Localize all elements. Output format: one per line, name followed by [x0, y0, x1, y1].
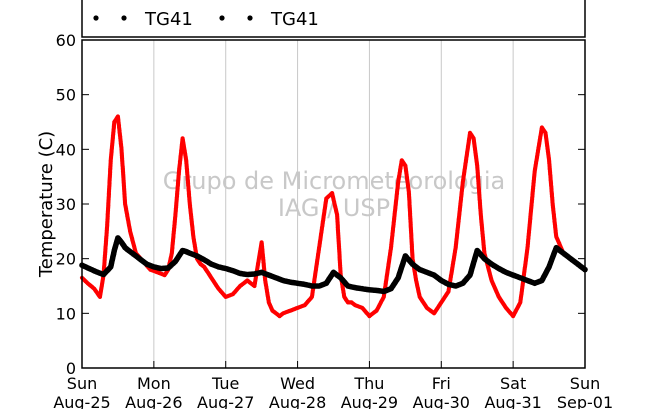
y-tick-label: 0: [66, 359, 76, 378]
legend-label-black-series: TG41: [270, 9, 319, 30]
legend: TG41 TG41: [81, 0, 586, 38]
y-tick-label: 10: [56, 304, 76, 323]
x-tick-label-date: Aug-30: [413, 393, 470, 409]
x-tick-label-date: Aug-28: [269, 393, 326, 409]
series-red: [79, 114, 588, 319]
series-black: [79, 235, 588, 295]
y-axis: 0 10 20 30 40 50 60: [56, 31, 585, 378]
legend-marker-red: [93, 15, 99, 21]
x-tick-label-date: Aug-27: [197, 393, 254, 409]
x-tick-label-day: Sun: [570, 374, 600, 393]
watermark-text: Grupo de Micrometeorologia: [163, 167, 505, 195]
x-tick-label-date: Aug-26: [125, 393, 182, 409]
legend-marker-red: [121, 15, 127, 21]
legend-marker-black: [219, 15, 225, 21]
y-tick-label: 30: [56, 195, 76, 214]
x-tick-label-date: Aug-25: [53, 393, 110, 409]
x-tick-label-day: Thu: [353, 374, 384, 393]
x-tick-label-day: Fri: [432, 374, 451, 393]
y-axis-label: Temperature (C): [36, 131, 57, 278]
x-tick-label-date: Aug-29: [341, 393, 398, 409]
x-axis: SunAug-25MonAug-26TueAug-27WedAug-28ThuA…: [53, 361, 613, 409]
y-tick-label: 60: [56, 31, 76, 50]
legend-marker-black: [247, 15, 253, 21]
y-tick-label: 20: [56, 250, 76, 269]
x-tick-label-date: Aug-31: [484, 393, 541, 409]
legend-label-red-series: TG41: [144, 9, 193, 30]
x-tick-label-day: Mon: [137, 374, 171, 393]
x-tick-label-day: Sun: [67, 374, 97, 393]
y-tick-label: 50: [56, 86, 76, 105]
series-layer: [79, 114, 588, 319]
x-tick-label-day: Tue: [211, 374, 239, 393]
x-tick-label-day: Sat: [500, 374, 526, 393]
x-tick-label-day: Wed: [280, 374, 315, 393]
x-tick-label-date: Sep-01: [557, 393, 613, 409]
y-tick-label: 40: [56, 140, 76, 159]
legend-frame: [81, 0, 586, 38]
